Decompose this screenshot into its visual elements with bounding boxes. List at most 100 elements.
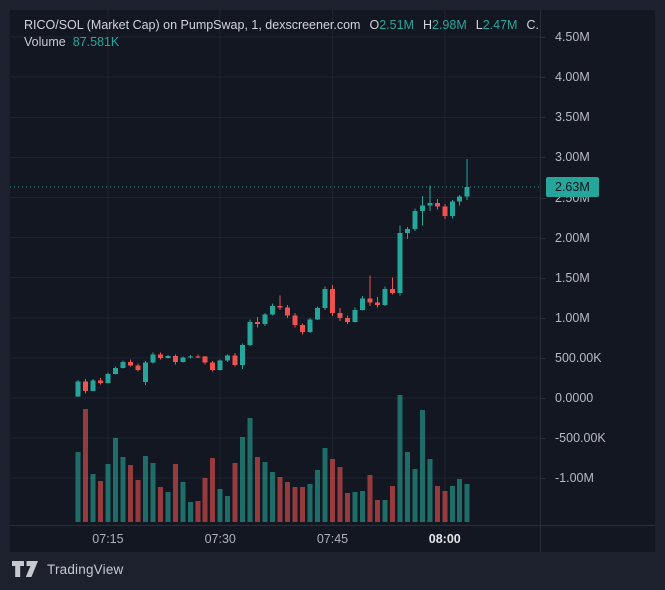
price-pane[interactable]: RICO/SOL (Market Cap) on PumpSwap, 1, de… — [10, 10, 540, 525]
volume-bar — [352, 492, 358, 522]
candlestick-chart[interactable] — [10, 10, 540, 525]
candle-body — [449, 201, 455, 216]
time-tick-label: 08:00 — [428, 532, 461, 546]
price-tick-label: 3.50M — [555, 110, 590, 125]
price-axis[interactable]: 4.50M 4.00M 3.50M 3.00M 2.50M 2.00M 1.50M 1.00M… — [541, 10, 655, 525]
candle-body — [120, 361, 126, 368]
candle-body — [374, 302, 380, 305]
price-tick-mark — [541, 157, 546, 159]
low-label: L — [475, 18, 483, 32]
volume-bar — [157, 486, 163, 522]
candle-body — [322, 288, 328, 309]
volume-bar — [217, 489, 223, 522]
price-tick-mark — [541, 117, 546, 119]
price-tick-mark — [541, 398, 546, 399]
candle-body — [97, 380, 103, 384]
volume-bar — [419, 410, 425, 522]
candle-body — [165, 355, 171, 358]
volume-bar — [225, 495, 231, 522]
candle-body — [195, 356, 201, 358]
volume-bar — [195, 501, 201, 522]
candle-body — [262, 314, 268, 325]
open-label: O — [369, 18, 380, 32]
volume-bar — [344, 492, 350, 522]
volume-bar — [270, 472, 276, 522]
volume-bar — [187, 502, 193, 522]
volume-bar — [262, 462, 268, 522]
volume-bar — [232, 462, 238, 522]
low-value: 2.47M — [482, 18, 518, 32]
volume-bar — [255, 456, 261, 522]
tradingview-logo-icon[interactable] — [12, 561, 39, 577]
volume-bar — [359, 491, 365, 522]
price-tick-mark — [541, 317, 546, 319]
volume-bar — [315, 469, 321, 522]
volume-value: 87.581K — [72, 35, 120, 49]
candle-body — [389, 288, 395, 293]
volume-bar — [97, 481, 103, 522]
volume-bar — [367, 475, 373, 522]
volume-bar — [247, 417, 253, 522]
candle-body — [382, 288, 388, 305]
volume-bar — [180, 482, 186, 522]
candle-body — [150, 354, 156, 363]
price-tick-mark — [541, 357, 546, 359]
volume-label: Volume — [24, 35, 66, 49]
high-label: H — [422, 18, 432, 32]
candle-body — [404, 228, 410, 233]
price-tick-label: 1.00M — [555, 310, 590, 325]
candle-body — [359, 298, 365, 310]
price-tick-mark — [541, 37, 546, 39]
volume-bar — [90, 473, 96, 522]
candle-body — [247, 321, 253, 346]
volume-bar — [427, 459, 433, 522]
candle-body — [232, 355, 238, 366]
volume-bar — [277, 476, 283, 522]
current-price-badge: 2.63M — [546, 177, 599, 198]
volume-bar — [449, 485, 455, 522]
volume-bar — [135, 479, 141, 522]
tradingview-brand-text[interactable]: TradingView — [47, 561, 124, 577]
candle-body — [427, 203, 433, 206]
footer: TradingView — [12, 561, 124, 577]
volume-bar — [150, 462, 156, 522]
legend-row-volume: Volume 87.581K — [24, 34, 540, 51]
time-tick-label: 07:45 — [316, 532, 349, 546]
candle-body — [210, 362, 216, 370]
candle-body — [412, 211, 418, 229]
volume-bar — [82, 409, 88, 522]
volume-bar — [142, 456, 148, 522]
volume-bar — [457, 479, 463, 522]
volume-bar — [165, 492, 171, 522]
price-tick-label: 0.0000 — [555, 391, 594, 405]
volume-bar — [292, 486, 298, 522]
volume-bar — [322, 447, 328, 522]
candle-body — [202, 356, 208, 363]
candle-body — [457, 196, 463, 202]
price-tick-label: 2.00M — [555, 230, 590, 245]
candle-body — [180, 357, 186, 362]
volume-bar — [300, 486, 306, 522]
candle-body — [329, 288, 335, 313]
candle-body — [277, 305, 283, 308]
volume-bar — [240, 436, 246, 522]
candle-body — [344, 317, 350, 322]
candle-body — [135, 365, 141, 370]
price-tick-label: 4.00M — [555, 70, 590, 85]
candle-body — [442, 206, 448, 216]
close-label-truncated: C... — [526, 18, 540, 32]
candle-body — [82, 381, 88, 391]
time-tick-label: 07:30 — [204, 532, 236, 546]
price-tick-mark — [541, 277, 546, 279]
candle-body — [90, 380, 96, 391]
candle-body — [112, 367, 118, 374]
time-axis[interactable]: 07:15 07:30 07:45 08:00 — [10, 526, 540, 552]
time-tick-label: 07:15 — [92, 532, 124, 546]
volume-bar — [105, 463, 111, 522]
candle-body — [142, 362, 148, 382]
candle-body — [105, 373, 111, 384]
legend-row-main: RICO/SOL (Market Cap) on PumpSwap, 1, de… — [24, 17, 540, 34]
chart-container: RICO/SOL (Market Cap) on PumpSwap, 1, de… — [10, 10, 655, 552]
candle-body — [419, 205, 425, 212]
